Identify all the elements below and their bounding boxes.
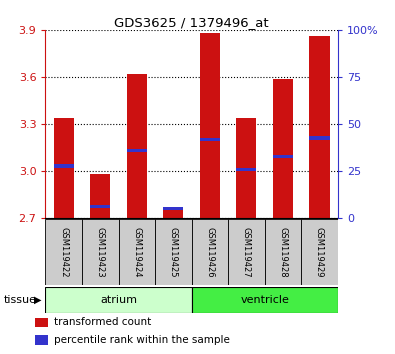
Bar — [127, 74, 147, 218]
Text: ▶: ▶ — [34, 295, 42, 305]
Text: GSM119425: GSM119425 — [169, 227, 178, 278]
Text: ventricle: ventricle — [240, 295, 289, 305]
Text: GSM119426: GSM119426 — [205, 227, 214, 278]
Bar — [45, 287, 192, 313]
Text: GSM119424: GSM119424 — [132, 227, 141, 278]
Text: GSM119428: GSM119428 — [278, 227, 288, 278]
Bar — [273, 155, 293, 159]
Text: atrium: atrium — [100, 295, 137, 305]
Text: GSM119429: GSM119429 — [315, 227, 324, 278]
Bar — [118, 219, 155, 285]
Bar — [236, 167, 256, 171]
Bar — [273, 79, 293, 218]
Bar — [301, 219, 338, 285]
Bar — [163, 207, 183, 218]
Bar — [192, 219, 228, 285]
Bar — [54, 164, 74, 168]
Bar — [236, 118, 256, 218]
Bar — [192, 287, 338, 313]
Bar — [82, 219, 118, 285]
Text: transformed count: transformed count — [54, 318, 151, 327]
Bar — [90, 205, 110, 209]
Bar — [35, 318, 48, 327]
Bar — [200, 33, 220, 218]
Bar — [309, 136, 329, 140]
Bar — [54, 118, 74, 218]
Bar — [309, 36, 329, 218]
Bar — [35, 335, 48, 345]
Text: GSM119423: GSM119423 — [96, 227, 105, 278]
Text: percentile rank within the sample: percentile rank within the sample — [54, 335, 230, 345]
Bar — [45, 219, 82, 285]
Text: tissue: tissue — [4, 295, 37, 305]
Bar — [163, 207, 183, 210]
Bar — [90, 174, 110, 218]
Text: GSM119422: GSM119422 — [59, 227, 68, 278]
Bar — [200, 138, 220, 141]
Bar — [228, 219, 265, 285]
Bar — [265, 219, 301, 285]
Title: GDS3625 / 1379496_at: GDS3625 / 1379496_at — [114, 16, 269, 29]
Bar — [155, 219, 192, 285]
Text: GSM119427: GSM119427 — [242, 227, 251, 278]
Bar — [127, 149, 147, 152]
